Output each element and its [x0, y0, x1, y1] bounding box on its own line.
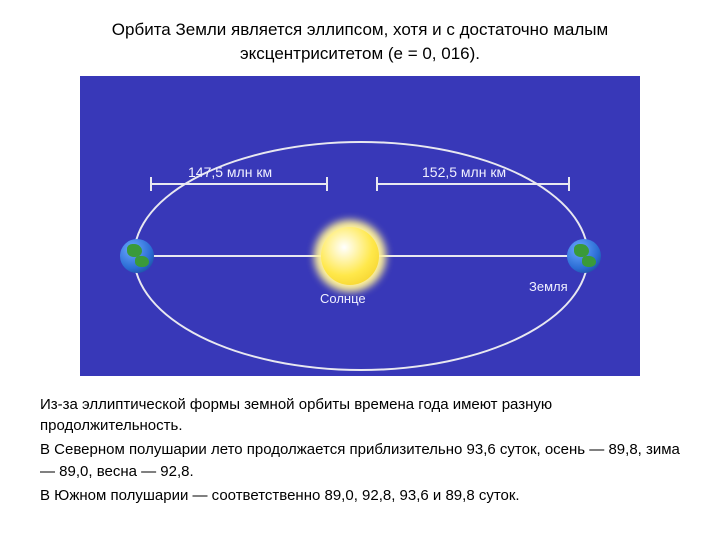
aphelion-dim-tick-right: [568, 177, 570, 191]
aphelion-dim-label: 152,5 млн км: [422, 164, 506, 180]
earth-label: Земля: [529, 279, 568, 294]
perihelion-dim-label: 147,5 млн км: [188, 164, 272, 180]
body-text: Из-за эллиптической формы земной орбиты …: [40, 394, 680, 507]
earth-aphelion-land2: [582, 256, 596, 268]
sun-label: Солнце: [320, 291, 366, 306]
slide-title: Орбита Земли является эллипсом, хотя и с…: [40, 18, 680, 66]
earth-aphelion: [567, 239, 601, 273]
earth-perihelion: [120, 239, 154, 273]
sun-body: [321, 227, 379, 285]
perihelion-dim-tick-right: [326, 177, 328, 191]
title-line1: Орбита Земли является эллипсом, хотя и с…: [40, 18, 680, 42]
body-p1: Из-за эллиптической формы земной орбиты …: [40, 394, 680, 438]
aphelion-dim-hline: [376, 183, 568, 185]
body-p3: В Южном полушарии — соответственно 89,0,…: [40, 485, 680, 507]
body-p2: В Северном полушарии лето продолжается п…: [40, 439, 680, 483]
perihelion-dim-hline: [150, 183, 326, 185]
earth-perihelion-land2: [135, 256, 149, 268]
title-line2: эксцентриситетом (е = 0, 016).: [40, 42, 680, 66]
orbit-diagram: Солнце Земля 147,5 млн км 152,5 млн км: [80, 76, 640, 376]
